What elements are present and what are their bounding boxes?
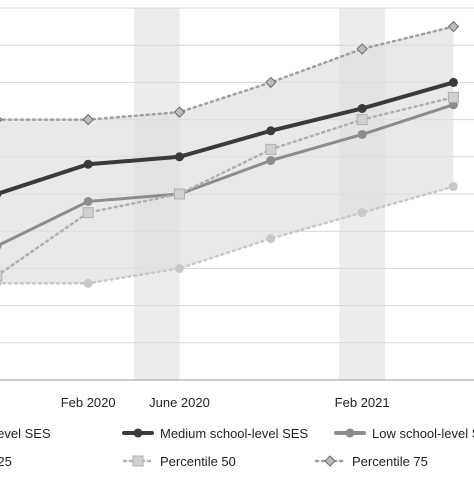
series-1-point-0 xyxy=(0,190,2,198)
series-5-point-5 xyxy=(447,20,460,33)
series-1-point-4 xyxy=(357,103,367,113)
series-5-point-2 xyxy=(173,106,186,118)
x-tick-label-2: Feb 2021 xyxy=(335,395,390,410)
series-4-point-5 xyxy=(447,91,459,103)
legend-label-0: High school-level SES xyxy=(0,426,51,441)
legend-marker-4 xyxy=(132,455,144,467)
series-1-point-3 xyxy=(266,126,276,136)
series-3-point-1 xyxy=(83,278,93,288)
series-4-point-1 xyxy=(82,207,94,219)
series-line-1 xyxy=(0,80,456,196)
legend-marker-2 xyxy=(345,428,355,438)
series-4-point-3 xyxy=(265,143,277,155)
legend-label-3: Percentile 25 xyxy=(0,454,12,469)
legend-label-1: Medium school-level SES xyxy=(160,426,308,441)
series-1-point-5 xyxy=(448,77,458,87)
series-5-point-3 xyxy=(265,76,277,89)
series-line-3 xyxy=(0,185,455,285)
series-2-point-0 xyxy=(0,242,2,250)
x-tick-label-1: June 2020 xyxy=(149,395,210,410)
legend-label-4: Percentile 50 xyxy=(160,454,236,469)
series-5-point-0 xyxy=(0,117,3,123)
legend-label-2: Low school-level SES xyxy=(372,426,474,441)
series-5-point-4 xyxy=(356,43,368,55)
series-line-5 xyxy=(0,25,455,121)
series-3-point-5 xyxy=(448,182,458,192)
legend-label-5: Percentile 75 xyxy=(352,454,428,469)
series-2-point-1 xyxy=(83,196,93,206)
x-tick-label-0: Feb 2020 xyxy=(61,395,116,410)
series-3-point-3 xyxy=(266,234,276,244)
series-1-point-1 xyxy=(83,159,93,169)
series-line-2 xyxy=(0,103,455,247)
series-3-point-4 xyxy=(357,208,367,218)
series-3-point-2 xyxy=(174,263,184,273)
percentile-band xyxy=(0,26,454,284)
series-1-point-2 xyxy=(174,152,184,162)
series-4-point-0 xyxy=(0,270,3,282)
series-2-point-4 xyxy=(357,129,367,139)
series-2-point-3 xyxy=(266,156,276,166)
legend-marker-5 xyxy=(324,455,336,467)
series-4-point-4 xyxy=(356,114,368,126)
series-line-4 xyxy=(0,96,455,276)
series-5-point-1 xyxy=(82,113,94,126)
series-4-point-2 xyxy=(173,188,185,200)
series-3-point-0 xyxy=(0,280,2,287)
legend-marker-1 xyxy=(133,428,143,438)
